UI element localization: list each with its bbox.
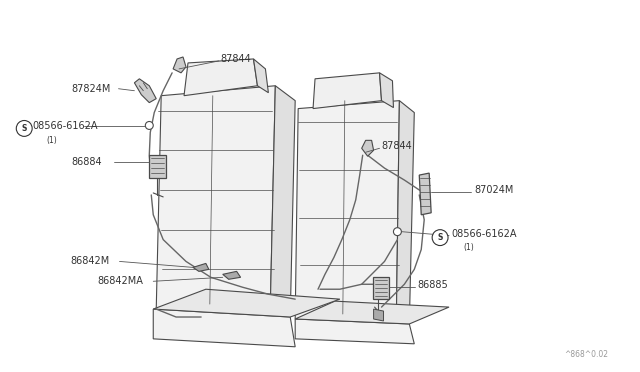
Text: (1): (1) <box>46 136 57 145</box>
Text: 87844: 87844 <box>381 141 412 151</box>
Text: ^868^0.02: ^868^0.02 <box>564 350 608 359</box>
Polygon shape <box>362 140 374 156</box>
Polygon shape <box>193 263 209 271</box>
Polygon shape <box>295 101 399 319</box>
Circle shape <box>145 122 153 129</box>
Polygon shape <box>372 277 390 299</box>
Text: 86842M: 86842M <box>70 256 109 266</box>
Circle shape <box>16 121 32 137</box>
Polygon shape <box>270 86 295 317</box>
Polygon shape <box>223 271 241 279</box>
Text: 87024M: 87024M <box>475 185 514 195</box>
Polygon shape <box>396 101 414 324</box>
Polygon shape <box>374 309 383 321</box>
Text: 86842MA: 86842MA <box>98 276 143 286</box>
Polygon shape <box>173 57 186 73</box>
Polygon shape <box>380 73 394 108</box>
Circle shape <box>394 228 401 235</box>
Polygon shape <box>184 59 257 96</box>
Text: 86884: 86884 <box>72 157 102 167</box>
Polygon shape <box>419 173 431 215</box>
Text: 87824M: 87824M <box>72 84 111 94</box>
Polygon shape <box>295 301 449 324</box>
Polygon shape <box>295 319 414 344</box>
Polygon shape <box>153 309 295 347</box>
Text: 87844: 87844 <box>221 54 252 64</box>
Polygon shape <box>313 73 381 109</box>
Text: 08566-6162A: 08566-6162A <box>32 121 98 131</box>
Polygon shape <box>149 155 166 178</box>
Text: S: S <box>22 124 27 133</box>
Text: 86885: 86885 <box>417 280 448 290</box>
Polygon shape <box>253 59 268 93</box>
Polygon shape <box>153 289 340 317</box>
Text: (1): (1) <box>463 243 474 252</box>
Circle shape <box>432 230 448 246</box>
Text: 08566-6162A: 08566-6162A <box>451 229 516 239</box>
Polygon shape <box>134 79 156 103</box>
Text: S: S <box>437 233 443 242</box>
Polygon shape <box>156 86 275 309</box>
